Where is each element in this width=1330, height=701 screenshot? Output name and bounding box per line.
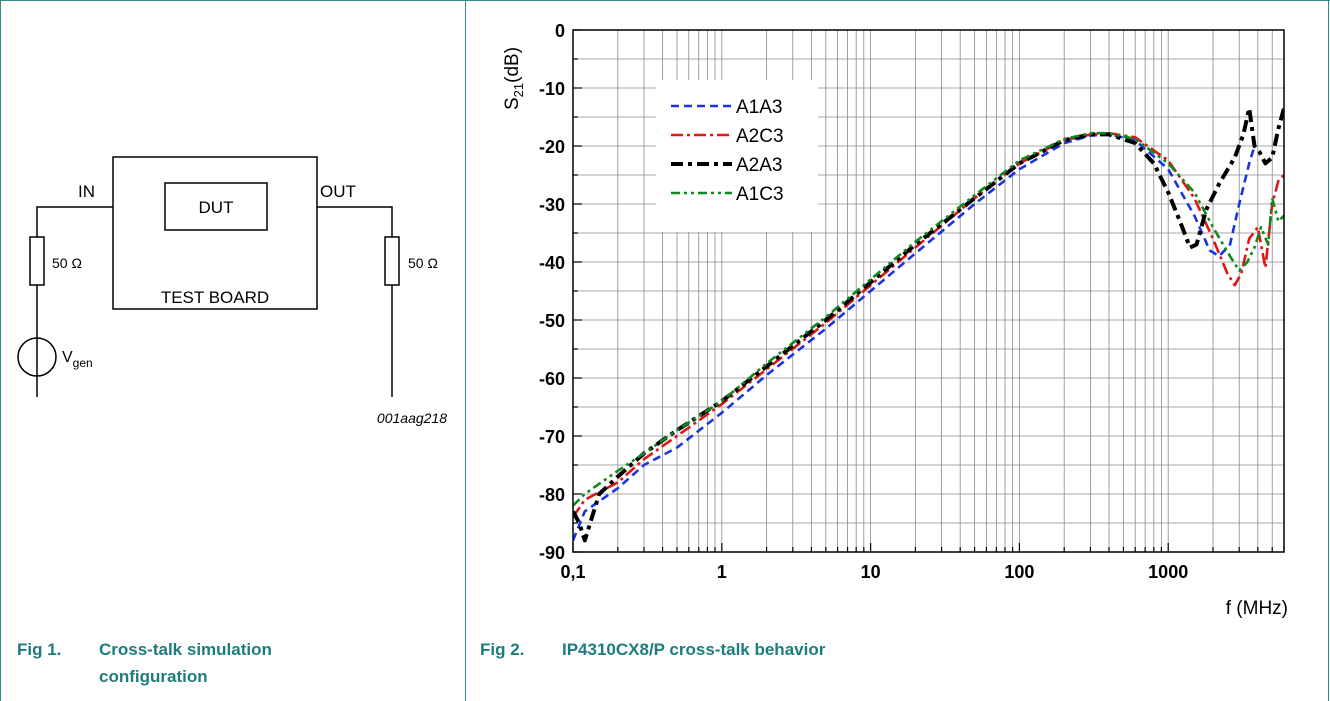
y-tick-label: -20: [539, 137, 565, 157]
x-tick-label: 1: [717, 562, 727, 582]
label-dut: DUT: [199, 198, 234, 217]
test-board-box: [112, 156, 318, 310]
figure1-caption-line1: Cross-talk simulation: [99, 640, 272, 659]
figure2-caption: Fig 2. IP4310CX8/P cross-talk behavior: [480, 636, 825, 663]
output-wire: [317, 206, 393, 237]
frame-right-border: [1328, 0, 1329, 701]
y-tick-label: -30: [539, 195, 565, 215]
y-tick-label: -80: [539, 485, 565, 505]
input-resistor: [29, 236, 45, 286]
circuit-diagram: IN OUT DUT TEST BOARD 50 Ω 50 Ω Vgen 001…: [17, 156, 447, 426]
series-line-a1a3: [573, 133, 1256, 541]
legend-label-a2c3: A2C3: [736, 126, 784, 147]
input-wire: [36, 206, 113, 237]
x-tick-label: 100: [1004, 562, 1034, 582]
crosstalk-chart: 0 -10 -20 -30 -40 -50 -60 -70 -80 -900,1 1 10 100 100…: [502, 21, 1288, 619]
y-tick-label: -60: [539, 369, 565, 389]
y-tick-label: 0: [555, 21, 565, 41]
frame-divider: [465, 0, 466, 701]
series-line-a1c3: [573, 131, 1284, 507]
legend-label-a1a3: A1A3: [736, 97, 782, 118]
label-r-in: 50 Ω: [52, 255, 82, 271]
output-resistor: [384, 236, 400, 286]
x-tick-label: 0,1: [560, 562, 585, 582]
label-r-out: 50 Ω: [408, 255, 438, 271]
legend-label-a1c3: A1C3: [736, 184, 784, 205]
dut-box: [164, 182, 268, 231]
label-in: IN: [78, 182, 95, 201]
legend-label-a2a3: A2A3: [736, 155, 782, 176]
series-line-a2c3: [573, 131, 1284, 518]
y-tick-label: -40: [539, 253, 565, 273]
legend-box: [656, 80, 818, 232]
y-tick-label: -10: [539, 79, 565, 99]
x-tick-label: 1000: [1148, 562, 1188, 582]
label-vgen: Vgen: [62, 349, 93, 370]
figure2-caption-text: IP4310CX8/P cross-talk behavior: [562, 640, 826, 659]
figure1-caption: Fig 1. Cross-talk simulation configuratio…: [17, 636, 447, 690]
figure-code: 001aag218: [377, 410, 447, 426]
x-axis-label: f (MHz): [1226, 598, 1288, 619]
y-axis-label: S21(dB): [502, 47, 526, 110]
label-out: OUT: [320, 182, 356, 201]
frame-left-border: [0, 0, 1, 701]
y-tick-label: -50: [539, 311, 565, 331]
y-tick-label: -70: [539, 427, 565, 447]
label-test-board: TEST BOARD: [161, 288, 269, 307]
x-tick-label: 10: [861, 562, 881, 582]
frame-top-border: [0, 0, 1330, 1]
figure1-number: Fig 1.: [17, 640, 62, 659]
y-tick-label: -90: [539, 543, 565, 563]
figure1-caption-line2: configuration: [99, 667, 208, 686]
figure2-number: Fig 2.: [480, 640, 525, 659]
